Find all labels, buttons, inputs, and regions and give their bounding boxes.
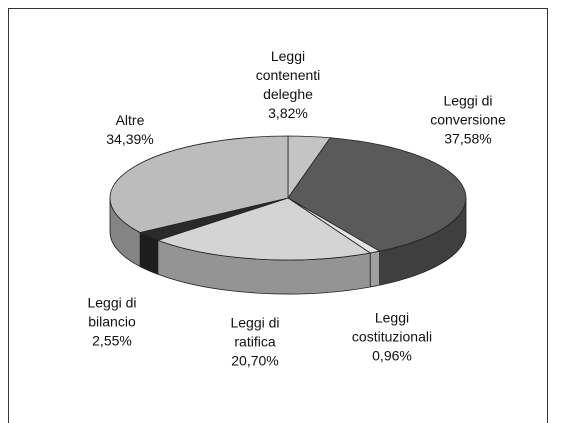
slice [156, 197, 372, 261]
value-label: 2,55% [92, 332, 132, 349]
value-label: 20,70% [231, 352, 279, 369]
category-label: Leggi di bilancio [87, 294, 137, 330]
category-label: Altre [115, 112, 145, 128]
slice-label: Leggi di conversione 37,58% [413, 92, 523, 149]
value-label: 3,82% [268, 105, 308, 121]
slice [109, 135, 289, 233]
category-label: Leggi di conversione [430, 92, 506, 128]
slice [287, 137, 467, 252]
slice-side [369, 250, 380, 288]
slice-label: Altre 34,39% [90, 111, 170, 149]
value-label: 34,39% [106, 131, 154, 147]
value-label: 37,58% [444, 130, 492, 147]
value-label: 0,96% [372, 347, 412, 364]
category-label: Leggi contenenti deleghe [255, 48, 321, 102]
category-label: Leggi di ratifica [230, 314, 280, 350]
chart-frame [8, 8, 548, 423]
slice-label: Leggi di ratifica 20,70% [215, 314, 295, 371]
slice-label: Leggi contenenti deleghe 3,82% [243, 47, 333, 123]
category-label: Leggi costituzionali [351, 309, 433, 345]
slice-label: Leggi di bilancio 2,55% [72, 294, 152, 351]
slice-label: Leggi costituzionali 0,96% [342, 309, 442, 366]
